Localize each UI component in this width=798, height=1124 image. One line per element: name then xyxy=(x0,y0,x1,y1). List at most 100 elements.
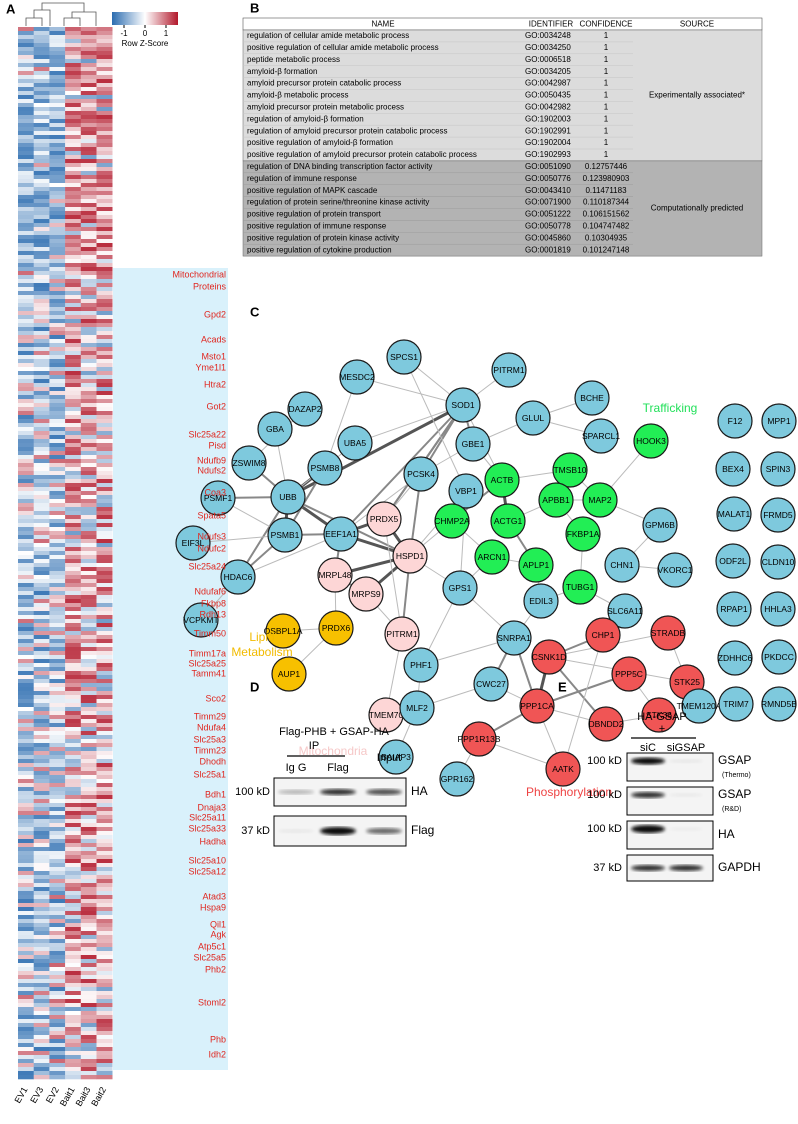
heatmap-cell xyxy=(96,331,113,336)
heatmap-cell xyxy=(49,683,66,688)
heatmap-cell xyxy=(96,1055,113,1060)
heatmap-cell xyxy=(18,867,34,872)
blot-sublabel: (R&D) xyxy=(722,806,741,813)
heatmap-cell xyxy=(65,591,82,596)
heatmap-cell xyxy=(80,363,97,368)
heatmap-cell xyxy=(96,203,113,208)
heatmap-cell xyxy=(80,567,97,572)
gene-label: Slc25a25 xyxy=(188,658,226,668)
heatmap-cell xyxy=(65,227,82,232)
network-node xyxy=(718,686,754,722)
heatmap-cell xyxy=(33,147,50,152)
heatmap-cell xyxy=(96,507,113,512)
heatmap-cell xyxy=(33,483,50,488)
heatmap-cell xyxy=(49,1063,66,1068)
node-label: CSNK1D xyxy=(532,652,566,662)
heatmap-cell xyxy=(96,675,113,680)
heatmap-cell xyxy=(80,995,97,1000)
network-node xyxy=(287,391,323,427)
heatmap-cell xyxy=(49,619,66,624)
heatmap-cell xyxy=(96,923,113,928)
size-marker: 37 kD xyxy=(593,862,622,874)
heatmap-cell xyxy=(96,547,113,552)
network-node xyxy=(761,639,797,675)
heatmap-cell xyxy=(80,787,97,792)
heatmap-cell xyxy=(96,1043,113,1048)
heatmap-cell xyxy=(18,367,34,372)
heatmap-cell xyxy=(49,171,66,176)
go-name: positive regulation of cellular amide me… xyxy=(247,43,439,52)
heatmap-cell xyxy=(96,583,113,588)
heatmap-cell xyxy=(18,691,34,696)
heatmap-cell xyxy=(49,783,66,788)
heatmap-cell xyxy=(33,227,50,232)
network-node xyxy=(265,613,301,649)
heatmap-cell xyxy=(65,111,82,116)
node-label: MRPL48 xyxy=(318,570,351,580)
heatmap-cell xyxy=(49,647,66,652)
heatmap-cell xyxy=(96,483,113,488)
heatmap-cell xyxy=(80,279,97,284)
heatmap-cell xyxy=(49,407,66,412)
network-node xyxy=(538,482,574,518)
heatmap-cell xyxy=(49,923,66,928)
heatmap-cell xyxy=(18,335,34,340)
node-label: DBNDD2 xyxy=(589,719,624,729)
heatmap-cell xyxy=(65,1063,82,1068)
heatmap-cell xyxy=(80,47,97,52)
heatmap-cell xyxy=(65,167,82,172)
gene-label: Ndufc2 xyxy=(197,543,226,553)
heatmap-cell xyxy=(96,615,113,620)
heatmap-cell xyxy=(18,267,34,272)
heatmap-cell xyxy=(49,255,66,260)
gene-label: Timm29 xyxy=(194,711,226,721)
heatmap-cell xyxy=(18,1063,34,1068)
heatmap-cell xyxy=(65,623,82,628)
go-id: GO:0050776 xyxy=(525,174,571,183)
heatmap-cell xyxy=(65,1075,82,1080)
heatmap-cell xyxy=(33,71,50,76)
network-edge xyxy=(237,533,342,578)
heatmap-cell xyxy=(18,603,34,608)
heatmap-cell xyxy=(80,223,97,228)
heatmap-cell xyxy=(33,915,50,920)
heatmap-cell xyxy=(18,579,34,584)
heatmap-cell xyxy=(65,851,82,856)
heatmap-cell xyxy=(18,1059,34,1064)
heatmap-cell xyxy=(33,747,50,752)
network-node xyxy=(582,482,618,518)
node-label: TMEM120A xyxy=(677,701,722,711)
heatmap-cell xyxy=(18,711,34,716)
heatmap-cell xyxy=(96,987,113,992)
heatmap-cell xyxy=(18,239,34,244)
heatmap-cell xyxy=(80,659,97,664)
heatmap-cell xyxy=(96,391,113,396)
heatmap-cell xyxy=(65,823,82,828)
heatmap-cell xyxy=(96,1047,113,1052)
network-node xyxy=(574,380,610,416)
heatmap-cell xyxy=(49,411,66,416)
heatmap-cell xyxy=(33,795,50,800)
blot-band xyxy=(669,827,703,831)
heatmap-cell xyxy=(80,399,97,404)
heatmap-cell xyxy=(96,135,113,140)
heatmap-cell xyxy=(65,899,82,904)
heatmap-cell xyxy=(80,671,97,676)
heatmap-cell xyxy=(80,27,97,32)
network-node xyxy=(445,387,481,423)
heatmap-cell xyxy=(49,351,66,356)
heatmap-cell xyxy=(65,671,82,676)
heatmap-cell xyxy=(65,827,82,832)
heatmap-cell xyxy=(96,399,113,404)
heatmap-cell xyxy=(18,451,34,456)
heatmap-cell xyxy=(65,639,82,644)
gene-label: Msto1 xyxy=(201,351,226,361)
heatmap-cell xyxy=(18,527,34,532)
heatmap-cell xyxy=(96,367,113,372)
heatmap-cell xyxy=(65,927,82,932)
heatmap-cell xyxy=(80,1059,97,1064)
heatmap-cell xyxy=(49,307,66,312)
heatmap-cell xyxy=(65,983,82,988)
network-node xyxy=(657,552,693,588)
heatmap-cell xyxy=(18,371,34,376)
